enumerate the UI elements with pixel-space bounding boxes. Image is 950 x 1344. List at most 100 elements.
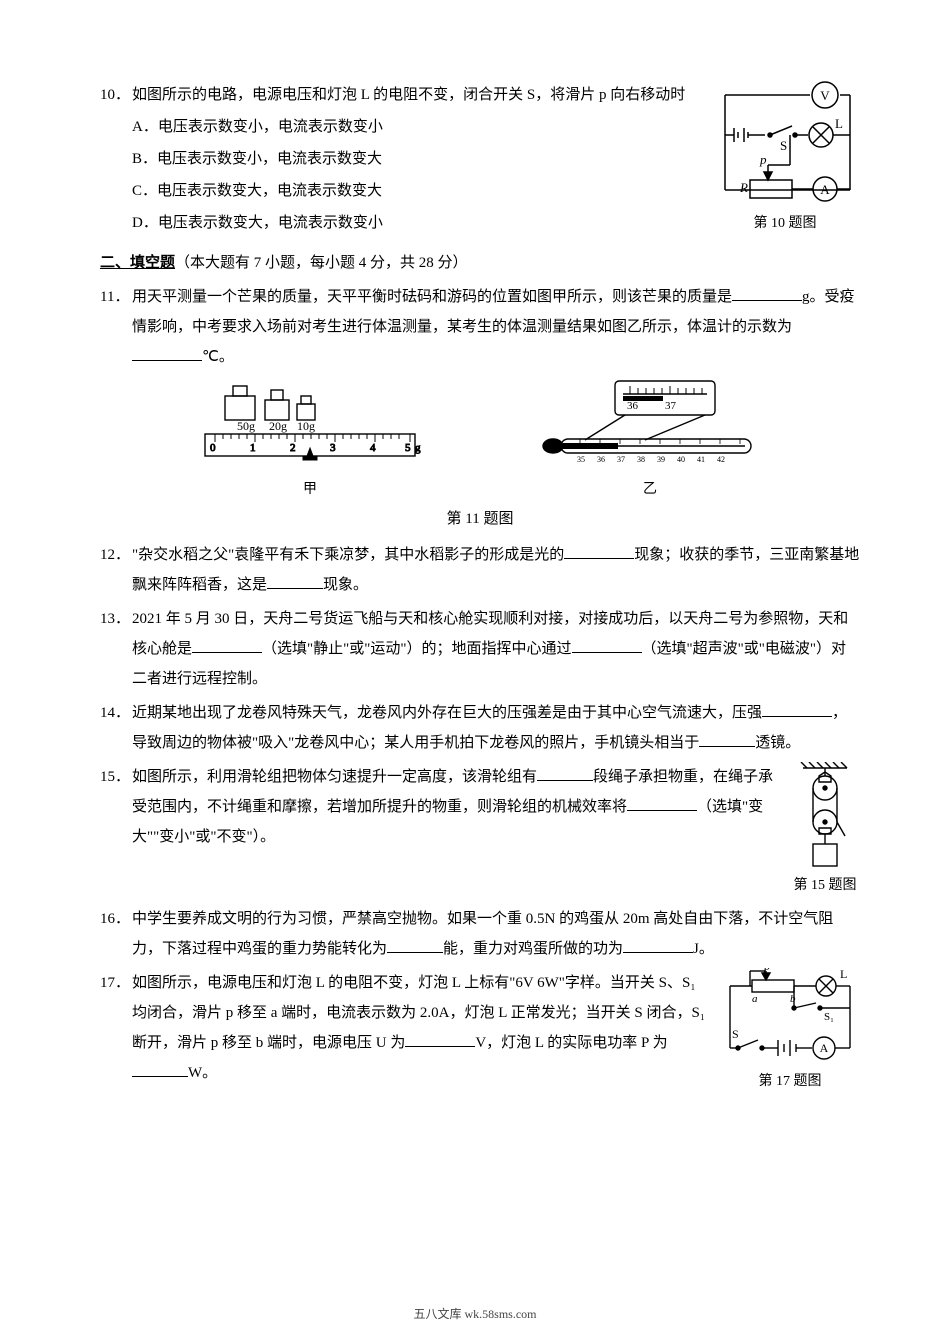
svg-text:S₁: S₁ xyxy=(824,1011,834,1023)
q11-cap-right: 乙 xyxy=(535,476,765,504)
question-13: 13． 2021 年 5 月 30 日，天舟二号货运飞船与天和核心舱实现顺利对接… xyxy=(100,604,860,694)
question-17: p a b L S₁ S A 第 17 题图 17． 如图所示，电源电压和灯泡 … xyxy=(100,968,860,1096)
question-16: 16． 中学生要养成文明的行为习惯，严禁高空抛物。如果一个重 0.5N 的鸡蛋从… xyxy=(100,904,860,964)
q14-blank2 xyxy=(699,732,755,747)
svg-text:A: A xyxy=(820,182,830,197)
svg-text:5: 5 xyxy=(405,442,411,454)
q12-blank1 xyxy=(564,544,634,559)
page-footer: 五八文库 wk.58sms.com xyxy=(0,1302,950,1326)
q11-right-figure: 36 37 35 36 37 38 39 40 41 42 乙 xyxy=(535,376,765,504)
q11-figure: 0 1 2 3 4 5g 50g 20g 10g 甲 xyxy=(100,376,860,504)
svg-text:2: 2 xyxy=(290,442,296,454)
svg-text:50g: 50g xyxy=(237,419,255,433)
q17-p3: W。 xyxy=(188,1065,217,1081)
question-15: 第 15 题图 15． 如图所示，利用滑轮组把物体匀速提升一定高度，该滑轮组有段… xyxy=(100,762,860,900)
section-2-title: 二、填空题 xyxy=(100,255,175,271)
svg-text:p: p xyxy=(759,152,767,167)
question-14: 14． 近期某地出现了龙卷风特殊天气，龙卷风内外存在巨大的压强差是由于其中心空气… xyxy=(100,698,860,758)
svg-text:L: L xyxy=(835,116,843,131)
svg-text:41: 41 xyxy=(697,455,705,464)
q14-p3: 透镜。 xyxy=(755,735,800,751)
q14-body: 近期某地出现了龙卷风特殊天气，龙卷风内外存在巨大的压强差是由于其中心空气流速大，… xyxy=(132,698,860,758)
q17-body: 如图所示，电源电压和灯泡 L 的电阻不变，灯泡 L 上标有"6V 6W"字样。当… xyxy=(132,968,710,1088)
svg-text:V: V xyxy=(820,88,830,103)
svg-text:10g: 10g xyxy=(297,419,315,433)
svg-text:20g: 20g xyxy=(269,419,287,433)
q10-figure-caption: 第 10 题图 xyxy=(710,210,860,238)
q17-blank1 xyxy=(405,1032,475,1047)
q13-number: 13． xyxy=(100,604,132,694)
q11-number: 11． xyxy=(100,282,132,372)
q17-figure: p a b L S₁ S A 第 17 题图 xyxy=(720,968,860,1096)
svg-text:35: 35 xyxy=(577,455,585,464)
svg-text:38: 38 xyxy=(637,455,645,464)
q11-body: 用天平测量一个芒果的质量，天平平衡时砝码和游码的位置如图甲所示，则该芒果的质量是… xyxy=(132,282,860,372)
q12-blank2 xyxy=(267,574,323,589)
q16-number: 16． xyxy=(100,904,132,964)
svg-text:3: 3 xyxy=(330,442,336,454)
svg-text:b: b xyxy=(790,993,796,1005)
svg-text:S: S xyxy=(732,1027,739,1041)
q11-p1: 用天平测量一个芒果的质量，天平平衡时砝码和游码的位置如图甲所示，则该芒果的质量是 xyxy=(132,289,732,305)
svg-text:40: 40 xyxy=(677,455,685,464)
svg-text:1: 1 xyxy=(250,442,256,454)
q17-p2: V，灯泡 L 的实际电功率 P 为 xyxy=(475,1035,667,1051)
svg-text:0: 0 xyxy=(210,442,216,454)
svg-text:a: a xyxy=(752,993,758,1005)
question-12: 12． "杂交水稻之父"袁隆平有禾下乘凉梦，其中水稻影子的形成是光的现象；收获的… xyxy=(100,540,860,600)
q17-caption: 第 17 题图 xyxy=(720,1068,860,1096)
q10-stem: 如图所示的电路，电源电压和灯泡 L 的电阻不变，闭合开关 S，将滑片 p 向右移… xyxy=(132,80,700,110)
q13-p2: （选填"静止"或"运动"）的；地面指挥中心通过 xyxy=(262,641,572,657)
circuit-svg: V S L p R A xyxy=(710,80,860,210)
q12-p1: "杂交水稻之父"袁隆平有禾下乘凉梦，其中水稻影子的形成是光的 xyxy=(132,547,564,563)
q11-cap-left: 甲 xyxy=(195,476,425,504)
q15-p1: 如图所示，利用滑轮组把物体匀速提升一定高度，该滑轮组有 xyxy=(132,769,537,785)
q16-p3: J。 xyxy=(693,941,714,957)
q12-body: "杂交水稻之父"袁隆平有禾下乘凉梦，其中水稻影子的形成是光的现象；收获的季节，三… xyxy=(132,540,860,600)
svg-text:37: 37 xyxy=(665,400,677,412)
q14-number: 14． xyxy=(100,698,132,758)
q15-figure: 第 15 题图 xyxy=(790,762,860,900)
q15-blank1 xyxy=(537,766,593,781)
q17-number: 17． xyxy=(100,968,132,1088)
svg-text:36: 36 xyxy=(627,400,639,412)
q11-blank2 xyxy=(132,346,202,361)
svg-text:39: 39 xyxy=(657,455,665,464)
section-2-desc: （本大题有 7 小题，每小题 4 分，共 28 分） xyxy=(175,255,468,271)
svg-text:37: 37 xyxy=(617,455,625,464)
svg-text:L: L xyxy=(840,968,847,981)
q13-blank2 xyxy=(572,638,642,653)
q12-p3: 现象。 xyxy=(323,577,368,593)
q16-p2: 能，重力对鸡蛋所做的功为 xyxy=(443,941,623,957)
svg-text:S: S xyxy=(780,138,787,153)
svg-text:4: 4 xyxy=(370,442,376,454)
question-11: 11． 用天平测量一个芒果的质量，天平平衡时砝码和游码的位置如图甲所示，则该芒果… xyxy=(100,282,860,372)
svg-text:g: g xyxy=(415,442,421,454)
q15-caption: 第 15 题图 xyxy=(790,872,860,900)
svg-text:36: 36 xyxy=(597,455,605,464)
q16-blank2 xyxy=(623,938,693,953)
q11-left-figure: 0 1 2 3 4 5g 50g 20g 10g 甲 xyxy=(195,376,425,504)
q12-number: 12． xyxy=(100,540,132,600)
q14-p1: 近期某地出现了龙卷风特殊天气，龙卷风内外存在巨大的压强差是由于其中心空气流速大，… xyxy=(132,705,762,721)
section-2-header: 二、填空题（本大题有 7 小题，每小题 4 分，共 28 分） xyxy=(100,248,860,278)
q10-number: 10． xyxy=(100,80,132,110)
q16-blank1 xyxy=(387,938,443,953)
q16-body: 中学生要养成文明的行为习惯，严禁高空抛物。如果一个重 0.5N 的鸡蛋从 20m… xyxy=(132,904,860,964)
svg-text:p: p xyxy=(763,968,770,973)
q11-caption: 第 11 题图 xyxy=(100,504,860,534)
question-10: V S L p R A 第 10 题图 10． 如图所示的电路，电源电压和灯泡 … xyxy=(100,80,860,240)
q13-blank1 xyxy=(192,638,262,653)
q15-blank2 xyxy=(627,796,697,811)
q15-body: 如图所示，利用滑轮组把物体匀速提升一定高度，该滑轮组有段绳子承担物重，在绳子承受… xyxy=(132,762,780,852)
q13-body: 2021 年 5 月 30 日，天舟二号货运飞船与天和核心舱实现顺利对接，对接成… xyxy=(132,604,860,694)
svg-text:A: A xyxy=(820,1041,829,1055)
q14-blank1 xyxy=(762,702,832,717)
svg-text:R: R xyxy=(739,180,748,195)
q15-number: 15． xyxy=(100,762,132,852)
q11-p3: ℃。 xyxy=(202,349,234,365)
svg-text:42: 42 xyxy=(717,455,725,464)
q11-blank1 xyxy=(732,286,802,301)
q17-blank2 xyxy=(132,1062,188,1077)
q10-figure: V S L p R A 第 10 题图 xyxy=(710,80,860,238)
